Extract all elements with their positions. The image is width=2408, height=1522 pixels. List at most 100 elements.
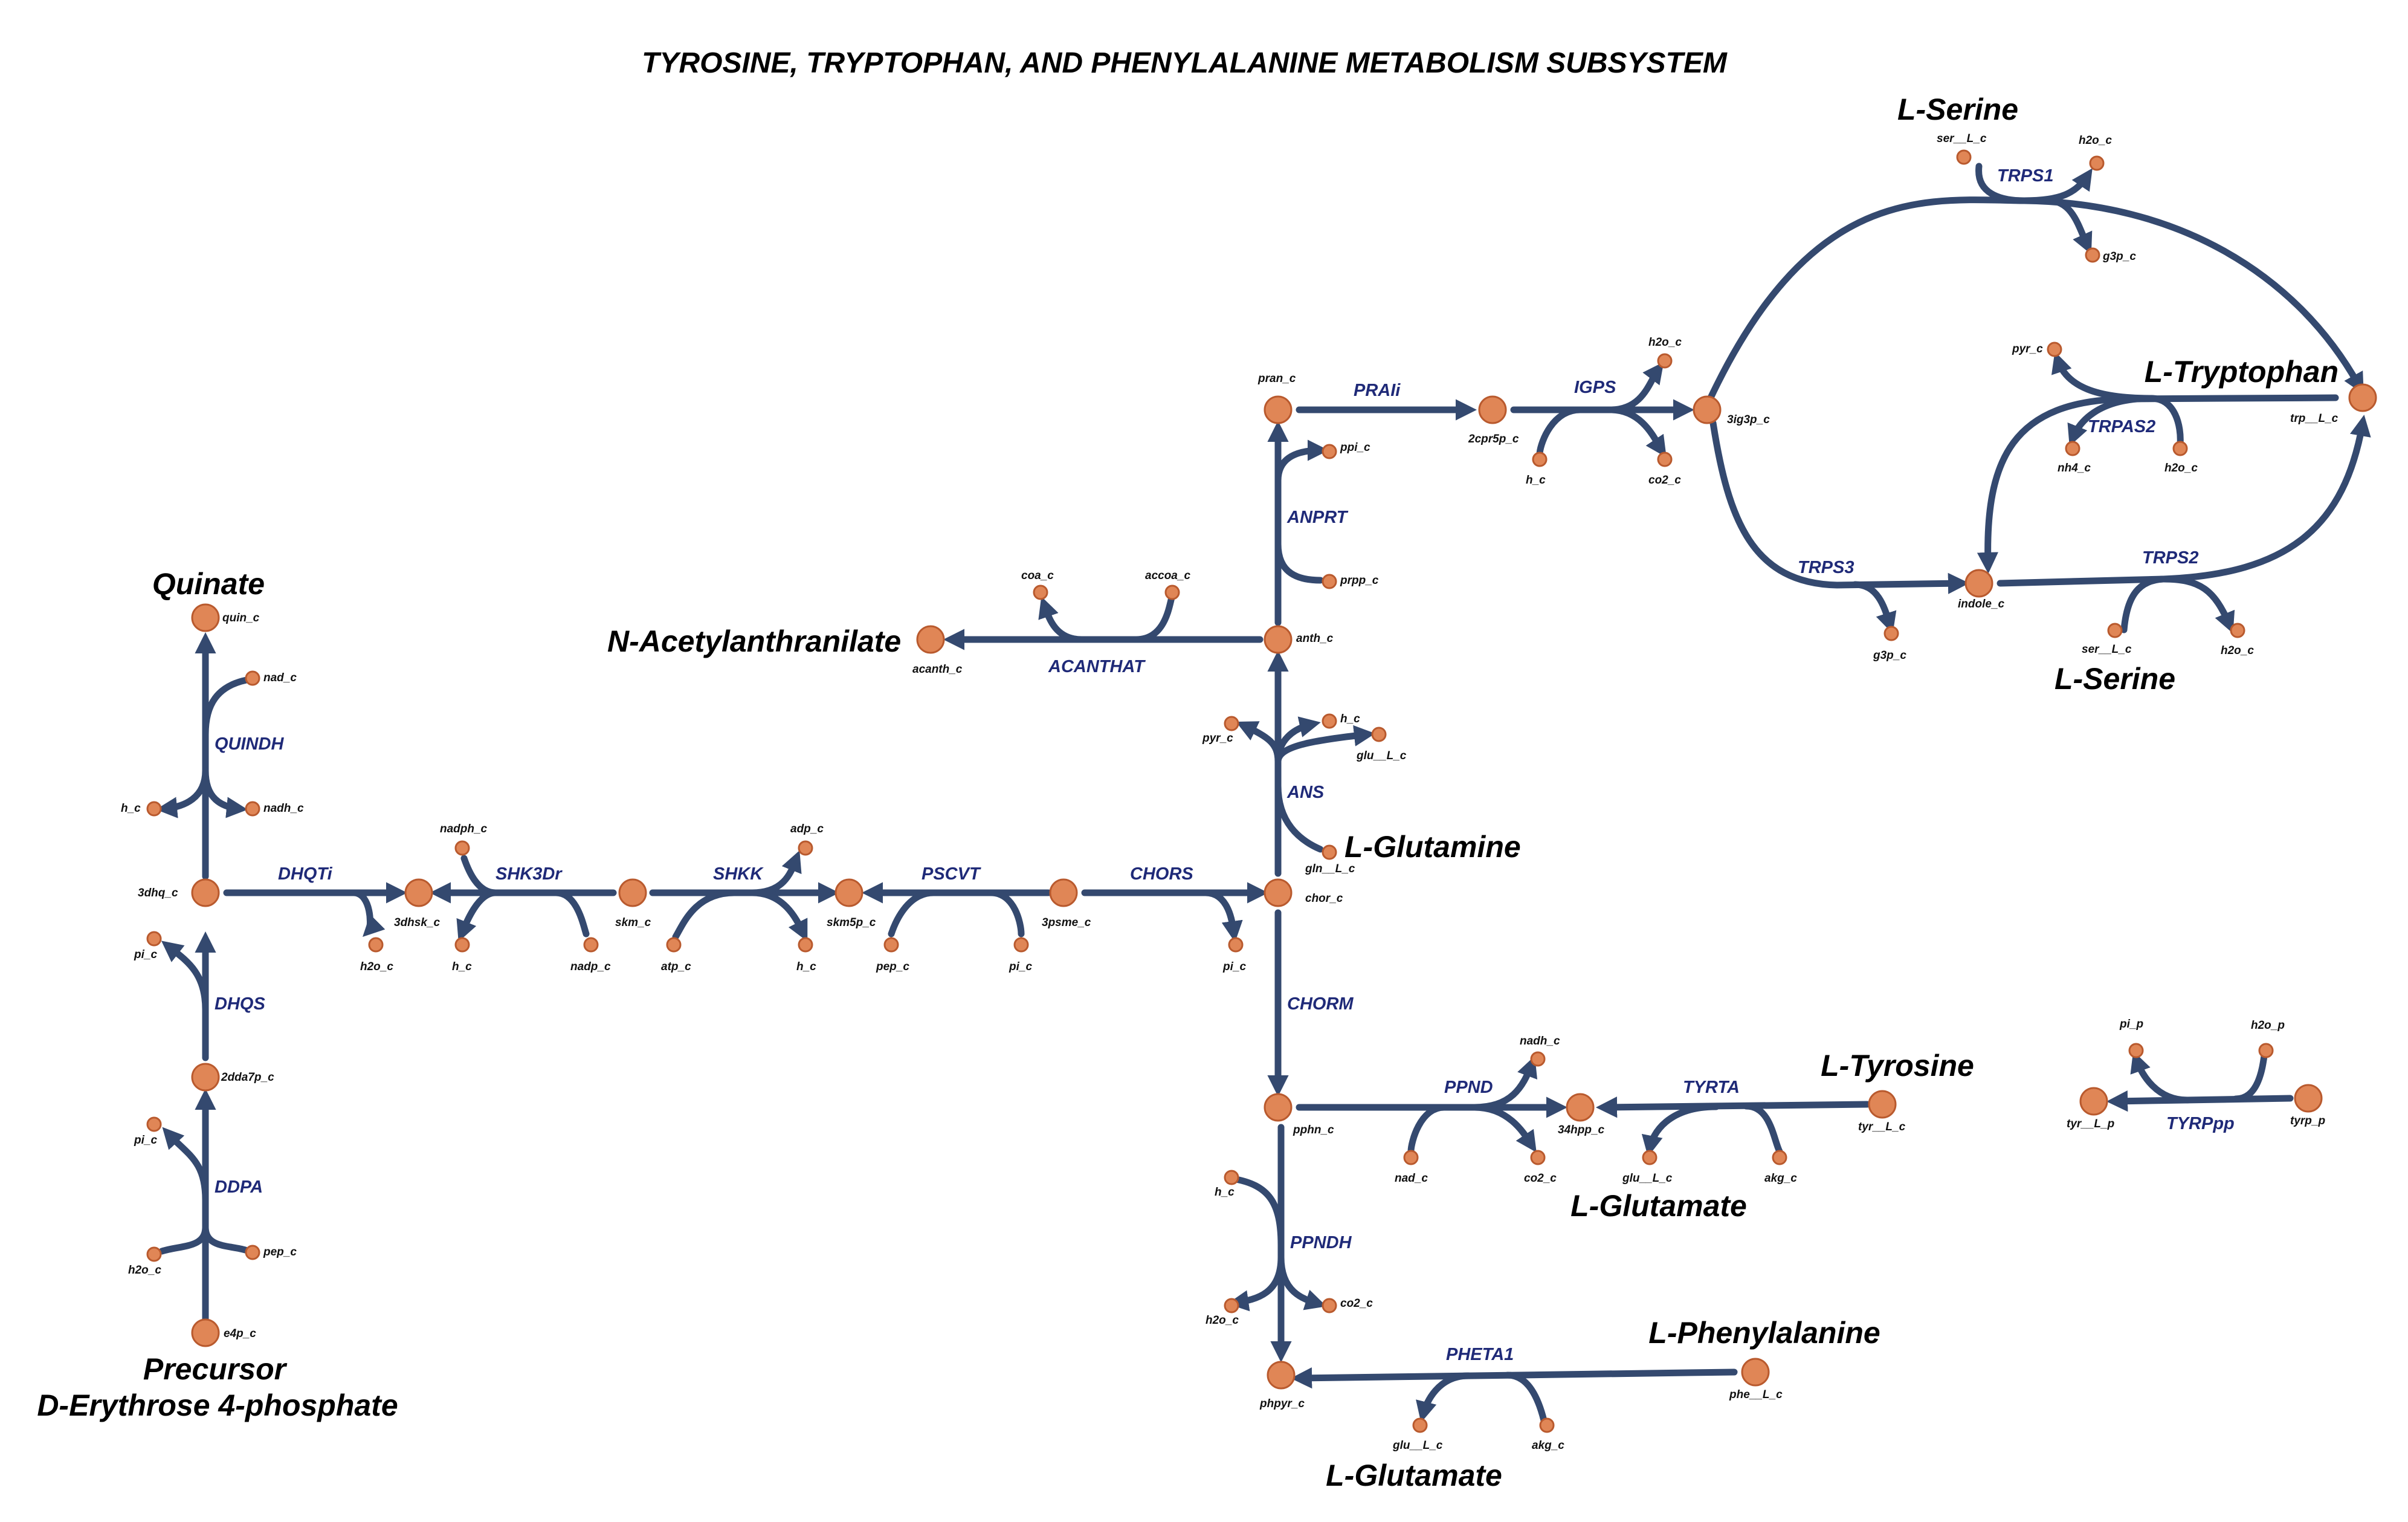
node-tyr-p[interactable]	[2079, 1087, 2108, 1116]
node-h-shk3dr[interactable]	[454, 937, 470, 953]
node-ser-trps1[interactable]	[1956, 149, 1972, 165]
node-h2o-igps[interactable]	[1657, 353, 1673, 369]
node-anth[interactable]	[1264, 625, 1293, 654]
node-2dda7p[interactable]	[191, 1063, 220, 1092]
node-pep-pscvt[interactable]	[883, 937, 899, 953]
node-glu-ans[interactable]	[1371, 727, 1387, 742]
node-g3p-trps3[interactable]	[1883, 626, 1899, 641]
node-nadph[interactable]	[454, 840, 470, 856]
node-nad-quindh[interactable]	[245, 670, 260, 686]
rxn-dhqti[interactable]: DHQTi	[278, 864, 333, 884]
label-gln: gln__L_c	[1305, 863, 1355, 875]
node-glu-pheta1[interactable]	[1412, 1417, 1428, 1433]
edge-ppndh-h2o	[1227, 1254, 1285, 1312]
node-chor[interactable]	[1264, 878, 1293, 907]
node-phe[interactable]	[1741, 1358, 1770, 1387]
node-nad-ppnd[interactable]	[1403, 1150, 1419, 1165]
node-nadh-quindh[interactable]	[245, 801, 260, 817]
node-2cpr5p[interactable]	[1478, 395, 1507, 424]
node-tyr[interactable]	[1868, 1090, 1897, 1119]
node-h-igps[interactable]	[1532, 452, 1548, 467]
node-h2o-ddpa[interactable]	[146, 1246, 162, 1262]
node-h2o-trpas2[interactable]	[2172, 441, 2188, 456]
node-h2o-ppndh[interactable]	[1224, 1298, 1239, 1313]
rxn-ppnd[interactable]: PPND	[1444, 1078, 1493, 1097]
node-glu-tyrta[interactable]	[1642, 1150, 1658, 1165]
node-nadh-ppnd[interactable]	[1530, 1051, 1546, 1067]
node-pyr-trpas2[interactable]	[2047, 342, 2062, 357]
compound-labels: Quinate Precursor D-Erythrose 4-phosphat…	[37, 92, 2339, 1492]
node-g3p-trps1[interactable]	[2085, 247, 2100, 263]
rxn-trpas2[interactable]: TRPAS2	[2088, 417, 2155, 436]
node-phpyr[interactable]	[1267, 1361, 1296, 1390]
rxn-chorm[interactable]: CHORM	[1287, 994, 1354, 1014]
rxn-quindh[interactable]: QUINDH	[215, 734, 284, 754]
rxn-ans[interactable]: ANS	[1286, 783, 1325, 802]
rxn-trps1[interactable]: TRPS1	[1997, 166, 2053, 186]
rxn-tyrta[interactable]: TYRTA	[1683, 1078, 1740, 1097]
node-quin[interactable]	[191, 603, 220, 632]
node-3psme[interactable]	[1049, 878, 1078, 907]
node-pyr-ans[interactable]	[1224, 716, 1239, 731]
rxn-tyrpp[interactable]: TYRPpp	[2166, 1114, 2235, 1133]
node-3dhq[interactable]	[191, 878, 220, 907]
rxn-ddpa[interactable]: DDPA	[215, 1177, 263, 1197]
node-co2-ppnd[interactable]	[1530, 1150, 1546, 1165]
node-pi-dhqs[interactable]	[146, 931, 162, 947]
rxn-shkk[interactable]: SHKK	[713, 864, 764, 884]
node-tyrp-p[interactable]	[2294, 1084, 2323, 1113]
label-indole: indole_c	[1958, 598, 2005, 610]
node-e4p[interactable]	[191, 1318, 220, 1347]
node-pi-chors[interactable]	[1228, 937, 1244, 953]
node-h-ans[interactable]	[1322, 713, 1337, 729]
node-nh4[interactable]	[2065, 441, 2080, 456]
node-akg-tyrta[interactable]	[1772, 1150, 1787, 1165]
rxn-chors[interactable]: CHORS	[1130, 864, 1193, 884]
node-pi-ddpa[interactable]	[146, 1116, 162, 1132]
node-ppi[interactable]	[1322, 444, 1337, 459]
node-ser-trps2[interactable]	[2107, 623, 2123, 638]
node-gln[interactable]	[1322, 844, 1337, 860]
rxn-pscvt[interactable]: PSCVT	[922, 864, 981, 884]
node-3ig3p[interactable]	[1693, 395, 1722, 424]
rxn-pheta1[interactable]: PHETA1	[1446, 1345, 1514, 1364]
node-adp[interactable]	[798, 840, 813, 856]
node-atp[interactable]	[666, 937, 682, 953]
rxn-anprt[interactable]: ANPRT	[1286, 508, 1349, 527]
node-h-quindh[interactable]	[146, 801, 162, 817]
node-coa[interactable]	[1033, 585, 1048, 600]
node-pran[interactable]	[1264, 395, 1293, 424]
rxn-trps3[interactable]: TRPS3	[1798, 558, 1854, 577]
node-h2o-p[interactable]	[2258, 1043, 2274, 1058]
node-trp[interactable]	[2348, 383, 2377, 412]
rxn-shk3dr[interactable]: SHK3Dr	[495, 864, 563, 884]
node-accoa[interactable]	[1164, 585, 1180, 600]
node-3dhsk[interactable]	[404, 878, 433, 907]
node-pep-ddpa[interactable]	[245, 1245, 260, 1260]
rxn-dhqs[interactable]: DHQS	[215, 994, 265, 1014]
node-acanth[interactable]	[916, 625, 945, 654]
node-h2o-dhqti[interactable]	[368, 937, 384, 953]
rxn-igps[interactable]: IGPS	[1574, 378, 1616, 397]
node-pphn[interactable]	[1264, 1093, 1293, 1122]
rxn-acanthat[interactable]: ACANTHAT	[1048, 657, 1146, 676]
node-prpp[interactable]	[1322, 574, 1337, 589]
node-pi-p[interactable]	[2128, 1043, 2144, 1058]
rxn-prai[interactable]: PRAIi	[1354, 381, 1401, 400]
node-co2-ppndh[interactable]	[1322, 1298, 1337, 1313]
node-skm5p[interactable]	[834, 878, 863, 907]
node-h2o-trps2[interactable]	[2230, 623, 2245, 638]
rxn-ppndh[interactable]: PPNDH	[1290, 1233, 1352, 1252]
node-pi-pscvt[interactable]	[1013, 937, 1029, 953]
rxn-trps2[interactable]: TRPS2	[2142, 548, 2198, 568]
node-nadp[interactable]	[583, 937, 599, 953]
label-co2-ppndh: co2_c	[1340, 1297, 1373, 1310]
node-h-ppndh[interactable]	[1224, 1170, 1239, 1185]
node-34hpp[interactable]	[1566, 1093, 1595, 1122]
node-akg-pheta1[interactable]	[1539, 1417, 1555, 1433]
node-skm[interactable]	[618, 878, 647, 907]
node-indole[interactable]	[1964, 569, 1993, 598]
node-h2o-trps1[interactable]	[2089, 155, 2105, 171]
node-h-shkk[interactable]	[798, 937, 813, 953]
node-co2-igps[interactable]	[1657, 452, 1673, 467]
